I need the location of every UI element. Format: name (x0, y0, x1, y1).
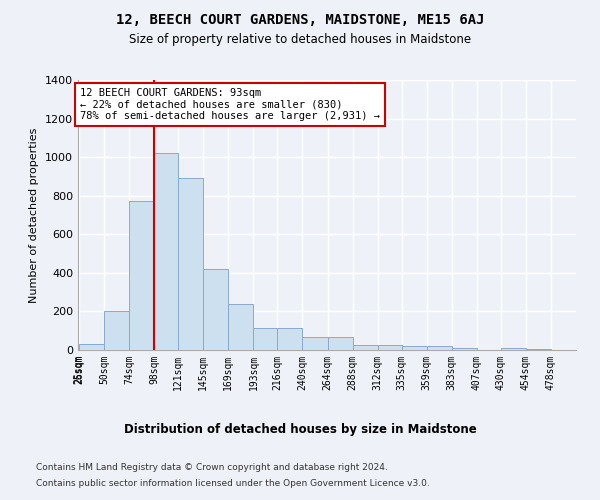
Text: Size of property relative to detached houses in Maidstone: Size of property relative to detached ho… (129, 32, 471, 46)
Bar (328, 336, 353, 350)
Bar (377, 345, 401, 350)
Text: Contains public sector information licensed under the Open Government Licence v3: Contains public sector information licen… (36, 478, 430, 488)
Bar (353, 345, 377, 350)
Bar (129, 202, 154, 350)
Bar (253, 328, 277, 350)
Bar (302, 336, 328, 350)
Y-axis label: Number of detached properties: Number of detached properties (29, 128, 40, 302)
Bar (427, 346, 452, 350)
Bar (401, 346, 427, 350)
Bar (229, 304, 253, 350)
Bar (104, 312, 129, 350)
Bar (501, 348, 526, 350)
Bar (526, 349, 551, 350)
Text: 12, BEECH COURT GARDENS, MAIDSTONE, ME15 6AJ: 12, BEECH COURT GARDENS, MAIDSTONE, ME15… (116, 12, 484, 26)
Text: Contains HM Land Registry data © Crown copyright and database right 2024.: Contains HM Land Registry data © Crown c… (36, 464, 388, 472)
Bar (178, 178, 203, 350)
Bar (79, 344, 104, 350)
Bar (452, 348, 477, 350)
Text: 12 BEECH COURT GARDENS: 93sqm
← 22% of detached houses are smaller (830)
78% of : 12 BEECH COURT GARDENS: 93sqm ← 22% of d… (80, 88, 380, 121)
Bar (154, 154, 178, 350)
Bar (277, 328, 302, 350)
Bar (203, 269, 229, 350)
Text: Distribution of detached houses by size in Maidstone: Distribution of detached houses by size … (124, 422, 476, 436)
